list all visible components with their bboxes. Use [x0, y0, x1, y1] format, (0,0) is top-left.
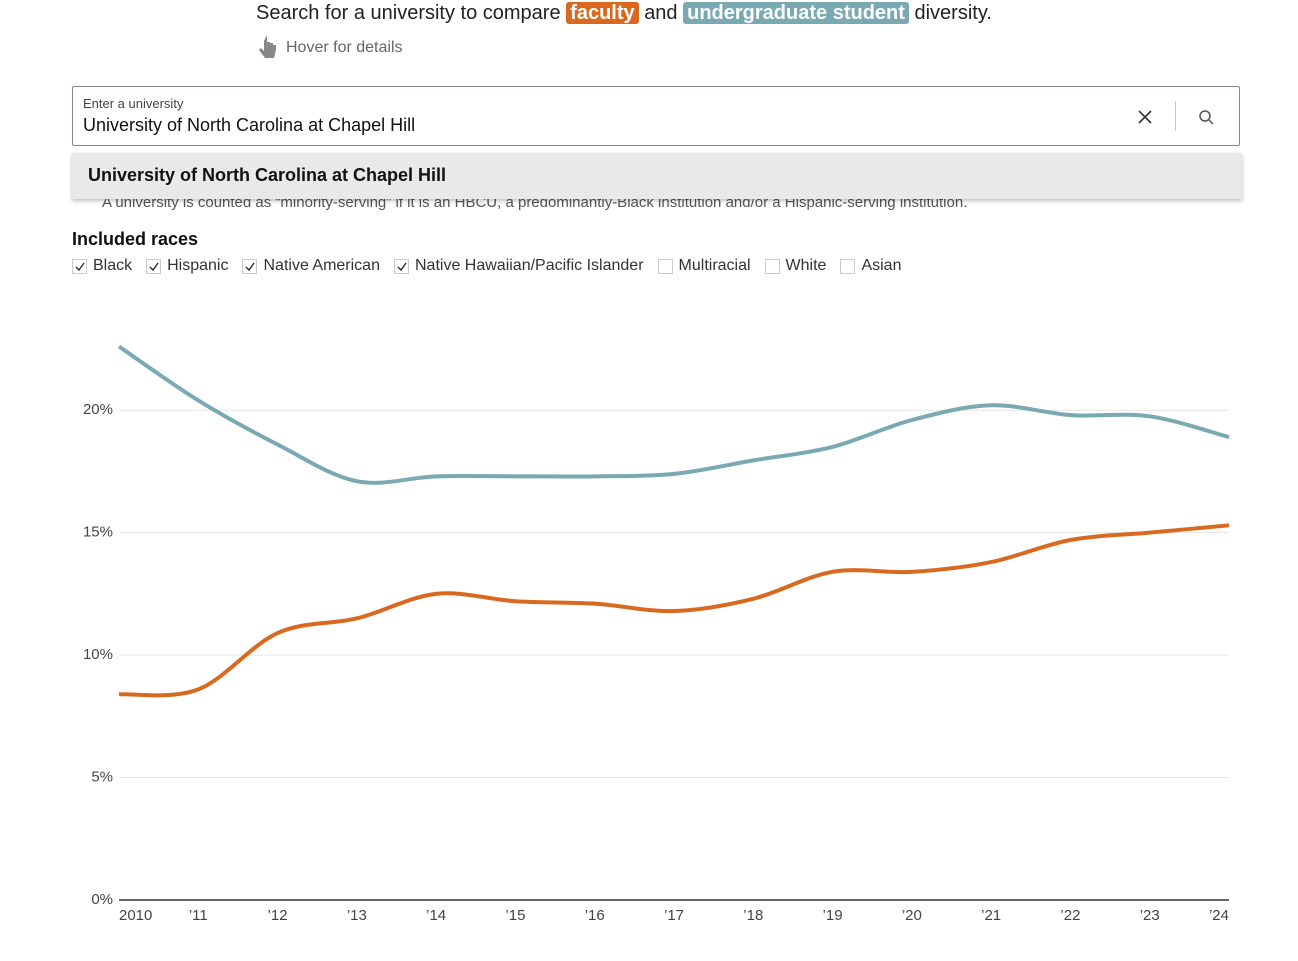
- race-option[interactable]: Native Hawaiian/Pacific Islander: [393, 257, 644, 275]
- search-button[interactable]: [1198, 109, 1216, 127]
- x-tick-label: ’16: [585, 907, 605, 924]
- race-checkboxes: Black Hispanic Native American Native Hawai…: [72, 257, 901, 275]
- y-tick-label: 15%: [83, 524, 113, 541]
- x-tick-label: ’18: [743, 907, 763, 924]
- race-label: Multiracial: [678, 257, 751, 274]
- intro-text: Search for a university to compare: [256, 2, 561, 24]
- race-option[interactable]: Multiracial: [657, 257, 751, 275]
- x-tick-label: ’22: [1060, 907, 1080, 924]
- y-tick-label: 10%: [83, 646, 113, 663]
- x-tick-label: ’23: [1140, 907, 1160, 924]
- x-tick-label: ’17: [664, 907, 684, 924]
- race-label: Native American: [263, 257, 380, 274]
- x-tick-label: ’15: [505, 907, 525, 924]
- x-tick-label: ’24: [1209, 907, 1229, 924]
- x-tick-label: ’13: [347, 907, 367, 924]
- checkbox[interactable]: [657, 258, 673, 274]
- checkbox[interactable]: [242, 258, 258, 274]
- intro-text: and: [644, 2, 678, 24]
- race-option[interactable]: Asian: [840, 257, 901, 275]
- chart: 0% 5% 10% 15% 20% 2010 ’11 ’12 ’13 ’14 ’15 ’16 ’17 ’1…: [83, 344, 1230, 924]
- y-tick-label: 5%: [91, 769, 113, 786]
- checkbox[interactable]: [764, 258, 780, 274]
- race-label: Black: [93, 257, 133, 274]
- checkmark: [149, 262, 159, 271]
- checkmark: [246, 262, 256, 271]
- race-option[interactable]: White: [764, 257, 827, 275]
- x-tick-label: 2010: [119, 907, 152, 924]
- race-label: Native Hawaiian/Pacific Islander: [414, 257, 644, 274]
- hand-icon: [259, 35, 276, 58]
- x-tick-label: ’20: [902, 907, 922, 924]
- race-option[interactable]: Black: [72, 257, 132, 275]
- series-line: [118, 523, 1230, 698]
- x-tick-label: ’21: [981, 907, 1001, 924]
- x-tick-label: ’14: [426, 907, 446, 924]
- checkbox[interactable]: [72, 258, 87, 274]
- race-label: White: [785, 257, 827, 274]
- checkmark: [397, 262, 407, 271]
- separator: [1175, 101, 1176, 131]
- search-label: Enter a university: [83, 96, 184, 111]
- search-value[interactable]: University of North Carolina at Chapel H…: [83, 115, 416, 135]
- faculty-chip: faculty: [566, 2, 639, 24]
- dropdown-option[interactable]: University of North Carolina at Chapel H…: [72, 153, 1242, 199]
- x-tick-label: ’12: [268, 907, 288, 924]
- y-tick-label: 20%: [83, 401, 113, 418]
- checkbox[interactable]: [840, 258, 856, 274]
- checkmark: [75, 262, 85, 271]
- x-tick-label: ’11: [189, 907, 208, 924]
- races-title: Included races: [72, 229, 199, 249]
- series-line: [117, 344, 1230, 485]
- checkbox[interactable]: [393, 258, 409, 274]
- clear-button[interactable]: [1137, 109, 1153, 125]
- race-label: Hispanic: [167, 257, 229, 274]
- intro: Search for a university to compare facul…: [256, 2, 992, 25]
- race-label: Asian: [861, 257, 902, 274]
- hint-text: Hover for details: [286, 39, 403, 56]
- race-option[interactable]: Hispanic: [146, 257, 228, 275]
- student-chip: undergraduate student: [683, 2, 909, 24]
- race-option[interactable]: Native American: [242, 257, 380, 275]
- hover-hint: Hover for details: [256, 35, 403, 61]
- intro-text: diversity.: [914, 2, 992, 24]
- y-tick-label: 0%: [91, 891, 113, 908]
- search-box[interactable]: Enter a university University of North C…: [72, 86, 1240, 146]
- x-tick-label: ’19: [823, 907, 843, 924]
- checkbox[interactable]: [146, 258, 162, 274]
